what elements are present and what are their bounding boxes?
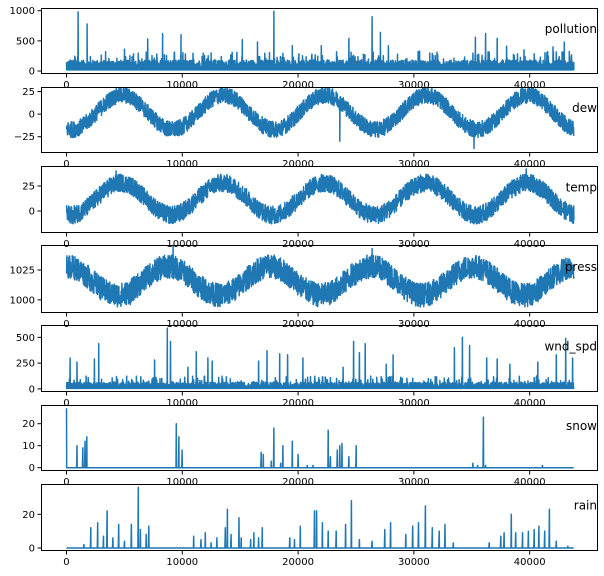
x-tick-label: 40000 [514, 398, 546, 409]
y-tick-label: 1000 [10, 6, 35, 17]
x-tick-label: 30000 [398, 477, 430, 488]
x-tick-label: 40000 [514, 557, 546, 568]
y-tick-label: 25 [22, 182, 35, 193]
x-tick-label: 10000 [166, 80, 198, 91]
x-tick-label: 0 [63, 80, 69, 91]
y-tick-label: 1000 [10, 295, 35, 306]
panel-title: wnd_spd [544, 339, 597, 353]
x-tick-label: 10000 [166, 319, 198, 330]
x-tick-label: 20000 [282, 477, 314, 488]
series-line-rain [66, 486, 575, 549]
y-tick-label: 500 [16, 333, 35, 344]
x-tick-label: 30000 [398, 80, 430, 91]
axes-frame [41, 325, 598, 392]
axes-frame [41, 8, 598, 74]
series-line-temp [65, 168, 575, 225]
y-tick-label: −25 [14, 132, 35, 143]
series-line-dew [65, 87, 575, 150]
y-tick-label: 1025 [10, 266, 35, 277]
x-tick-label: 20000 [282, 319, 314, 330]
x-tick-label: 20000 [282, 557, 314, 568]
subplot-temp: 0 25 0 10000 20000 30000 40000 temp [22, 166, 598, 250]
x-tick-label: 30000 [398, 159, 430, 170]
subplot-rain: 0 20 0 10000 20000 30000 40000 rain [22, 484, 598, 568]
axes-frame [41, 245, 598, 313]
y-tick-label: 10 [22, 441, 35, 452]
panel-title: snow [566, 419, 597, 433]
subplot-wnd-spd: 0 250 500 0 10000 20000 30000 40000 wnd_spd [16, 325, 598, 409]
x-tick-label: 10000 [166, 557, 198, 568]
axes-frame [41, 405, 598, 471]
y-tick-label: 0 [29, 110, 35, 121]
y-tick-label: 0 [29, 66, 35, 77]
x-tick-label: 20000 [282, 159, 314, 170]
x-tick-label: 0 [63, 319, 69, 330]
x-tick-label: 30000 [398, 557, 430, 568]
x-tick-label: 20000 [282, 239, 314, 250]
y-tick-label: 20 [22, 419, 35, 430]
series-line-snow [65, 408, 575, 469]
x-tick-label: 20000 [282, 80, 314, 91]
x-tick-label: 10000 [166, 239, 198, 250]
x-tick-label: 40000 [514, 80, 546, 91]
x-tick-label: 40000 [514, 477, 546, 488]
panel-title: pollution [545, 22, 597, 36]
y-tick-label: 0 [29, 207, 35, 218]
subplot-snow: 0 10 20 0 10000 20000 30000 40000 snow [22, 405, 598, 488]
x-tick-label: 30000 [398, 239, 430, 250]
x-tick-label: 10000 [166, 398, 198, 409]
x-tick-label: 40000 [514, 159, 546, 170]
series-line-wnd-spd [65, 327, 575, 390]
y-tick-label: 0 [29, 384, 35, 395]
panel-title: dew [572, 101, 597, 115]
y-tick-label: 500 [16, 36, 35, 47]
subplot-dew: −25 0 25 0 10000 20000 30000 40000 dew [14, 87, 598, 170]
x-tick-label: 40000 [514, 239, 546, 250]
panel-title: temp [566, 180, 597, 194]
x-tick-label: 20000 [282, 398, 314, 409]
y-tick-label: 250 [16, 359, 35, 370]
axes-frame [41, 166, 598, 233]
y-tick-label: 20 [22, 510, 35, 521]
x-tick-label: 0 [63, 239, 69, 250]
x-tick-label: 10000 [166, 477, 198, 488]
x-tick-label: 0 [63, 159, 69, 170]
x-tick-label: 0 [63, 398, 69, 409]
x-tick-label: 40000 [514, 319, 546, 330]
x-tick-label: 0 [63, 557, 69, 568]
axes-frame [41, 484, 598, 551]
y-tick-label: 25 [22, 87, 35, 98]
subplot-press: 1000 1025 0 10000 20000 30000 40000 press [10, 245, 598, 330]
panel-title: press [565, 260, 597, 274]
y-tick-label: 0 [29, 463, 35, 474]
y-tick-label: 0 [29, 543, 35, 554]
x-tick-label: 10000 [166, 159, 198, 170]
panel-title: rain [574, 498, 597, 512]
x-tick-label: 30000 [398, 398, 430, 409]
series-line-press [65, 245, 575, 308]
x-tick-label: 30000 [398, 319, 430, 330]
axes-frame [41, 87, 598, 153]
series-line-pollution [65, 10, 575, 71]
x-tick-label: 0 [63, 477, 69, 488]
